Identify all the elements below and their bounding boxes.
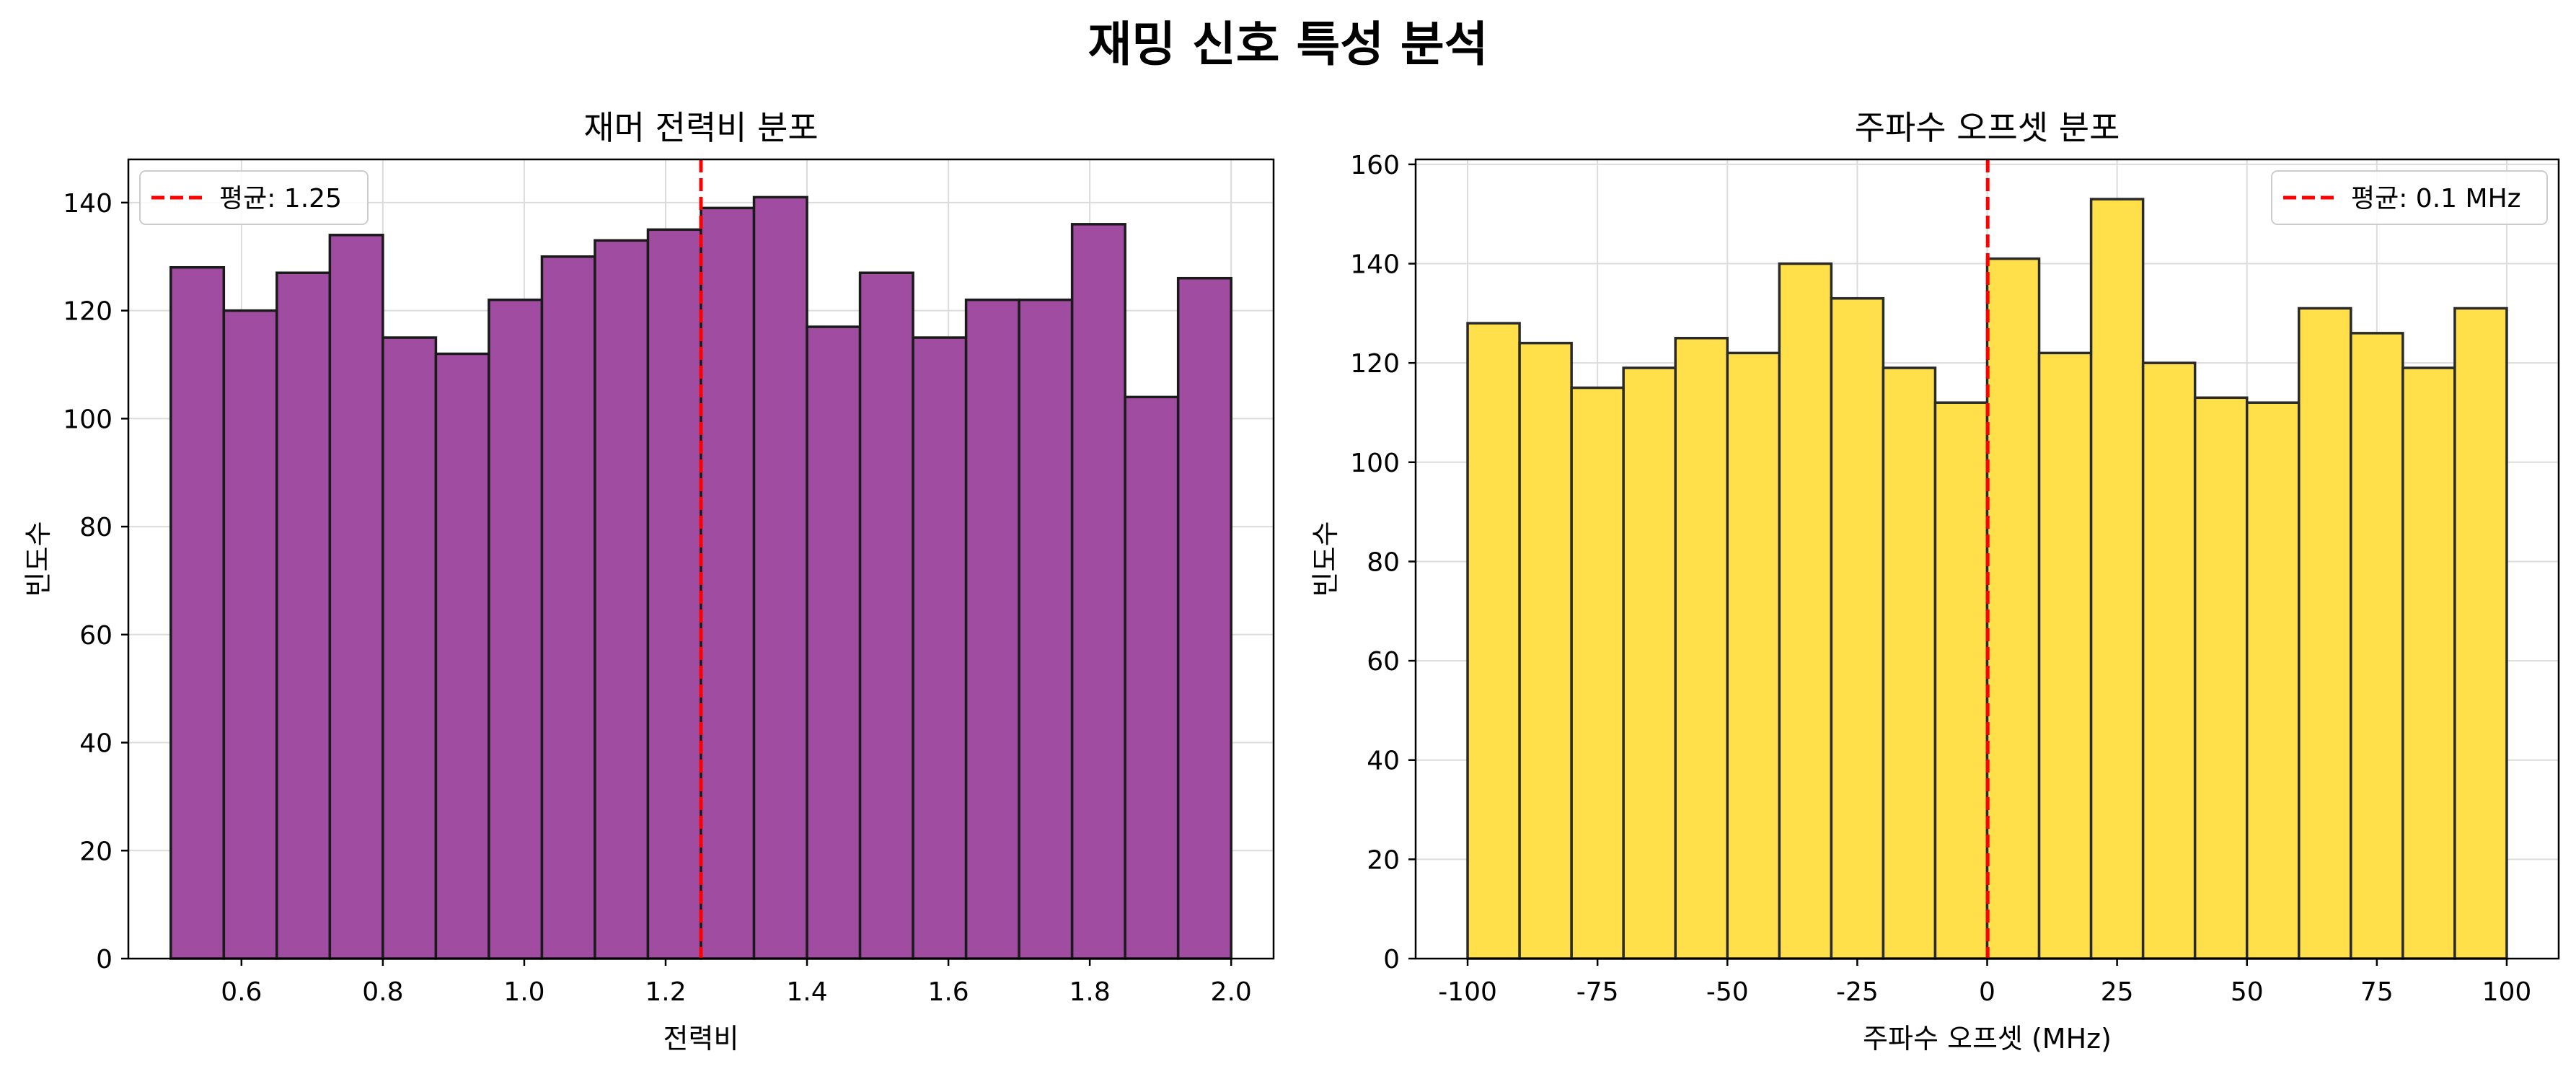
y-tick-label: 120 bbox=[63, 297, 113, 327]
x-tick-label: -75 bbox=[1576, 977, 1619, 1007]
histogram-bar bbox=[328, 234, 384, 960]
axes-frame bbox=[127, 158, 1275, 960]
histogram-bar bbox=[1830, 296, 1885, 960]
histogram-bar bbox=[488, 298, 544, 960]
legend: 평균: 1.25 bbox=[139, 170, 369, 225]
legend-label: 평균: 1.25 bbox=[219, 184, 342, 214]
x-tick-label: 1.2 bbox=[645, 977, 686, 1007]
y-tick-label: 120 bbox=[1350, 349, 1400, 379]
chart-title: 재머 전력비 분포 bbox=[583, 108, 818, 147]
x-tick-label: -25 bbox=[1836, 977, 1879, 1007]
y-tick-label: 60 bbox=[79, 621, 113, 651]
histogram-bar bbox=[2245, 401, 2301, 960]
histogram-bar bbox=[2037, 351, 2093, 960]
histogram-bar bbox=[540, 255, 596, 960]
histogram-bar bbox=[1726, 351, 1781, 960]
y-tick-label: 160 bbox=[1350, 151, 1400, 180]
legend-label: 평균: 0.1 MHz bbox=[2351, 184, 2521, 214]
histogram-bar bbox=[912, 336, 968, 960]
y-axis-label: 빈도수 bbox=[22, 521, 54, 597]
histogram-bar bbox=[752, 195, 808, 960]
histogram-bar bbox=[1933, 401, 1989, 960]
legend-box bbox=[2271, 170, 2548, 225]
x-tick-label: 1.0 bbox=[503, 977, 544, 1007]
histogram-bar bbox=[2141, 361, 2197, 960]
x-tick-label: -100 bbox=[1438, 977, 1497, 1007]
x-tick-label: 25 bbox=[2101, 977, 2134, 1007]
histogram-bar bbox=[434, 352, 490, 960]
y-tick-label: 40 bbox=[1367, 747, 1400, 776]
y-tick-label: 140 bbox=[63, 189, 113, 219]
x-tick-label: 50 bbox=[2231, 977, 2264, 1007]
y-tick-label: 140 bbox=[1350, 250, 1400, 280]
chart-panel-1: 0.6 0.8 1.0 1.2 1.4 1.6 1.8 2.0 0 20 40 60 80 100 120 1… bbox=[22, 108, 1275, 1055]
y-tick-label: 20 bbox=[1367, 845, 1400, 875]
x-tick-label: 0 bbox=[1979, 977, 1995, 1007]
x-tick-label: 100 bbox=[2482, 977, 2532, 1007]
histogram-bar bbox=[2350, 332, 2404, 960]
y-tick-label: 40 bbox=[79, 729, 113, 759]
histogram-bar bbox=[1466, 322, 1521, 960]
chart-panel-2: -100 -75 -50 -25 0 25 50 75 100 0 20 40 60 80 100 120 14… bbox=[1310, 108, 2560, 1055]
y-tick-label: 0 bbox=[1383, 945, 1400, 974]
legend: 평균: 0.1 MHz bbox=[2271, 170, 2548, 225]
x-tick-label: 1.4 bbox=[786, 977, 827, 1007]
histogram-bar bbox=[646, 228, 702, 960]
histogram-bar bbox=[1778, 262, 1833, 960]
y-tick-label: 0 bbox=[96, 945, 113, 974]
y-tick-label: 100 bbox=[1350, 449, 1400, 478]
x-tick-label: 1.6 bbox=[927, 977, 969, 1007]
histogram-bar bbox=[1018, 298, 1074, 960]
histogram-bar bbox=[1985, 257, 2041, 960]
y-tick-label: 80 bbox=[79, 513, 113, 542]
histogram-bar bbox=[1570, 386, 1625, 960]
x-tick-label: 75 bbox=[2360, 977, 2394, 1007]
histogram-bar bbox=[1674, 337, 1729, 960]
histogram-bar bbox=[594, 239, 650, 960]
x-tick-label: 0.6 bbox=[221, 977, 262, 1007]
histogram-bar bbox=[1176, 276, 1232, 960]
histogram-bar bbox=[222, 309, 278, 960]
chart-title: 주파수 오프셋 분포 bbox=[1855, 108, 2120, 147]
x-tick-label: 2.0 bbox=[1211, 977, 1252, 1007]
x-axis-label: 주파수 오프셋 (MHz) bbox=[1863, 1023, 2112, 1055]
histogram-bar bbox=[2089, 198, 2145, 960]
x-tick-label: 1.8 bbox=[1069, 977, 1111, 1007]
histogram-bar bbox=[2193, 396, 2249, 960]
histogram-bar bbox=[275, 271, 332, 960]
x-tick-label: 0.8 bbox=[362, 977, 403, 1007]
legend-box bbox=[139, 170, 369, 225]
histogram-bar bbox=[1882, 366, 1937, 960]
x-tick-label: -50 bbox=[1706, 977, 1749, 1007]
y-axis-label: 빈도수 bbox=[1310, 521, 1341, 597]
figure-suptitle: 재밍 신호 특성 분석 bbox=[1088, 17, 1488, 72]
y-tick-label: 60 bbox=[1367, 647, 1400, 677]
histogram-bar bbox=[1622, 366, 1677, 960]
histogram-bar bbox=[2401, 366, 2456, 960]
y-tick-label: 100 bbox=[63, 405, 113, 434]
histogram-bar bbox=[1124, 395, 1180, 960]
histogram-bar bbox=[381, 336, 438, 960]
histogram-bar bbox=[169, 265, 226, 960]
y-tick-label: 80 bbox=[1367, 547, 1400, 577]
histogram-bar bbox=[2453, 307, 2508, 960]
histogram-bar bbox=[806, 325, 862, 960]
x-axis-label: 전력비 bbox=[663, 1023, 739, 1055]
histogram-bar bbox=[700, 206, 756, 960]
histogram-bar bbox=[1070, 223, 1126, 960]
histogram-bar bbox=[858, 271, 914, 960]
y-tick-label: 20 bbox=[79, 837, 113, 866]
histogram-bar bbox=[964, 298, 1020, 960]
histogram-bar bbox=[2298, 307, 2352, 960]
histogram-bar bbox=[1518, 341, 1573, 960]
